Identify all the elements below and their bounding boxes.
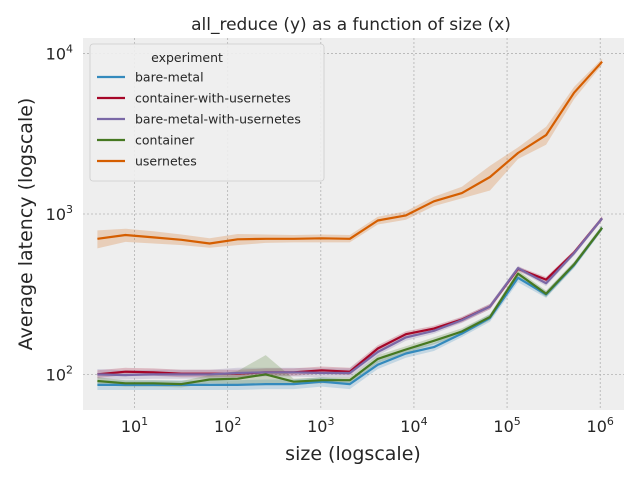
x-tick-label: 102 — [214, 415, 241, 436]
y-tick-label: 102 — [46, 363, 73, 384]
series-line — [97, 60, 603, 245]
series-line — [97, 217, 603, 377]
legend-entry: container — [135, 133, 195, 148]
series-line — [97, 227, 603, 386]
y-axis-ticks: 102 103 104 — [46, 43, 73, 385]
x-tick-label: 104 — [400, 415, 427, 436]
legend-title: experiment — [151, 50, 223, 65]
legend-entry: container-with-usernetes — [135, 91, 291, 106]
legend-box — [89, 43, 325, 182]
x-tick-label: 101 — [121, 415, 148, 436]
y-tick-label: 104 — [46, 43, 73, 64]
legend: experiment bare-metal container-with-usern… — [89, 43, 325, 182]
x-tick-label: 106 — [587, 415, 614, 436]
legend-entry: bare-metal — [135, 70, 204, 85]
x-axis-ticks: 101 102 103 104 105 106 — [121, 415, 614, 436]
chart-title: all_reduce (y) as a function of size (x) — [191, 15, 511, 35]
x-tick-label: 103 — [307, 415, 334, 436]
x-axis-label: size (logscale) — [285, 443, 421, 465]
x-tick-label: 105 — [493, 415, 520, 436]
series-lines — [97, 60, 603, 386]
y-tick-label: 103 — [46, 203, 73, 224]
y-axis-label: Average latency (logscale) — [15, 98, 37, 351]
legend-entry: usernetes — [135, 154, 197, 169]
legend-entry: bare-metal-with-usernetes — [135, 112, 301, 127]
